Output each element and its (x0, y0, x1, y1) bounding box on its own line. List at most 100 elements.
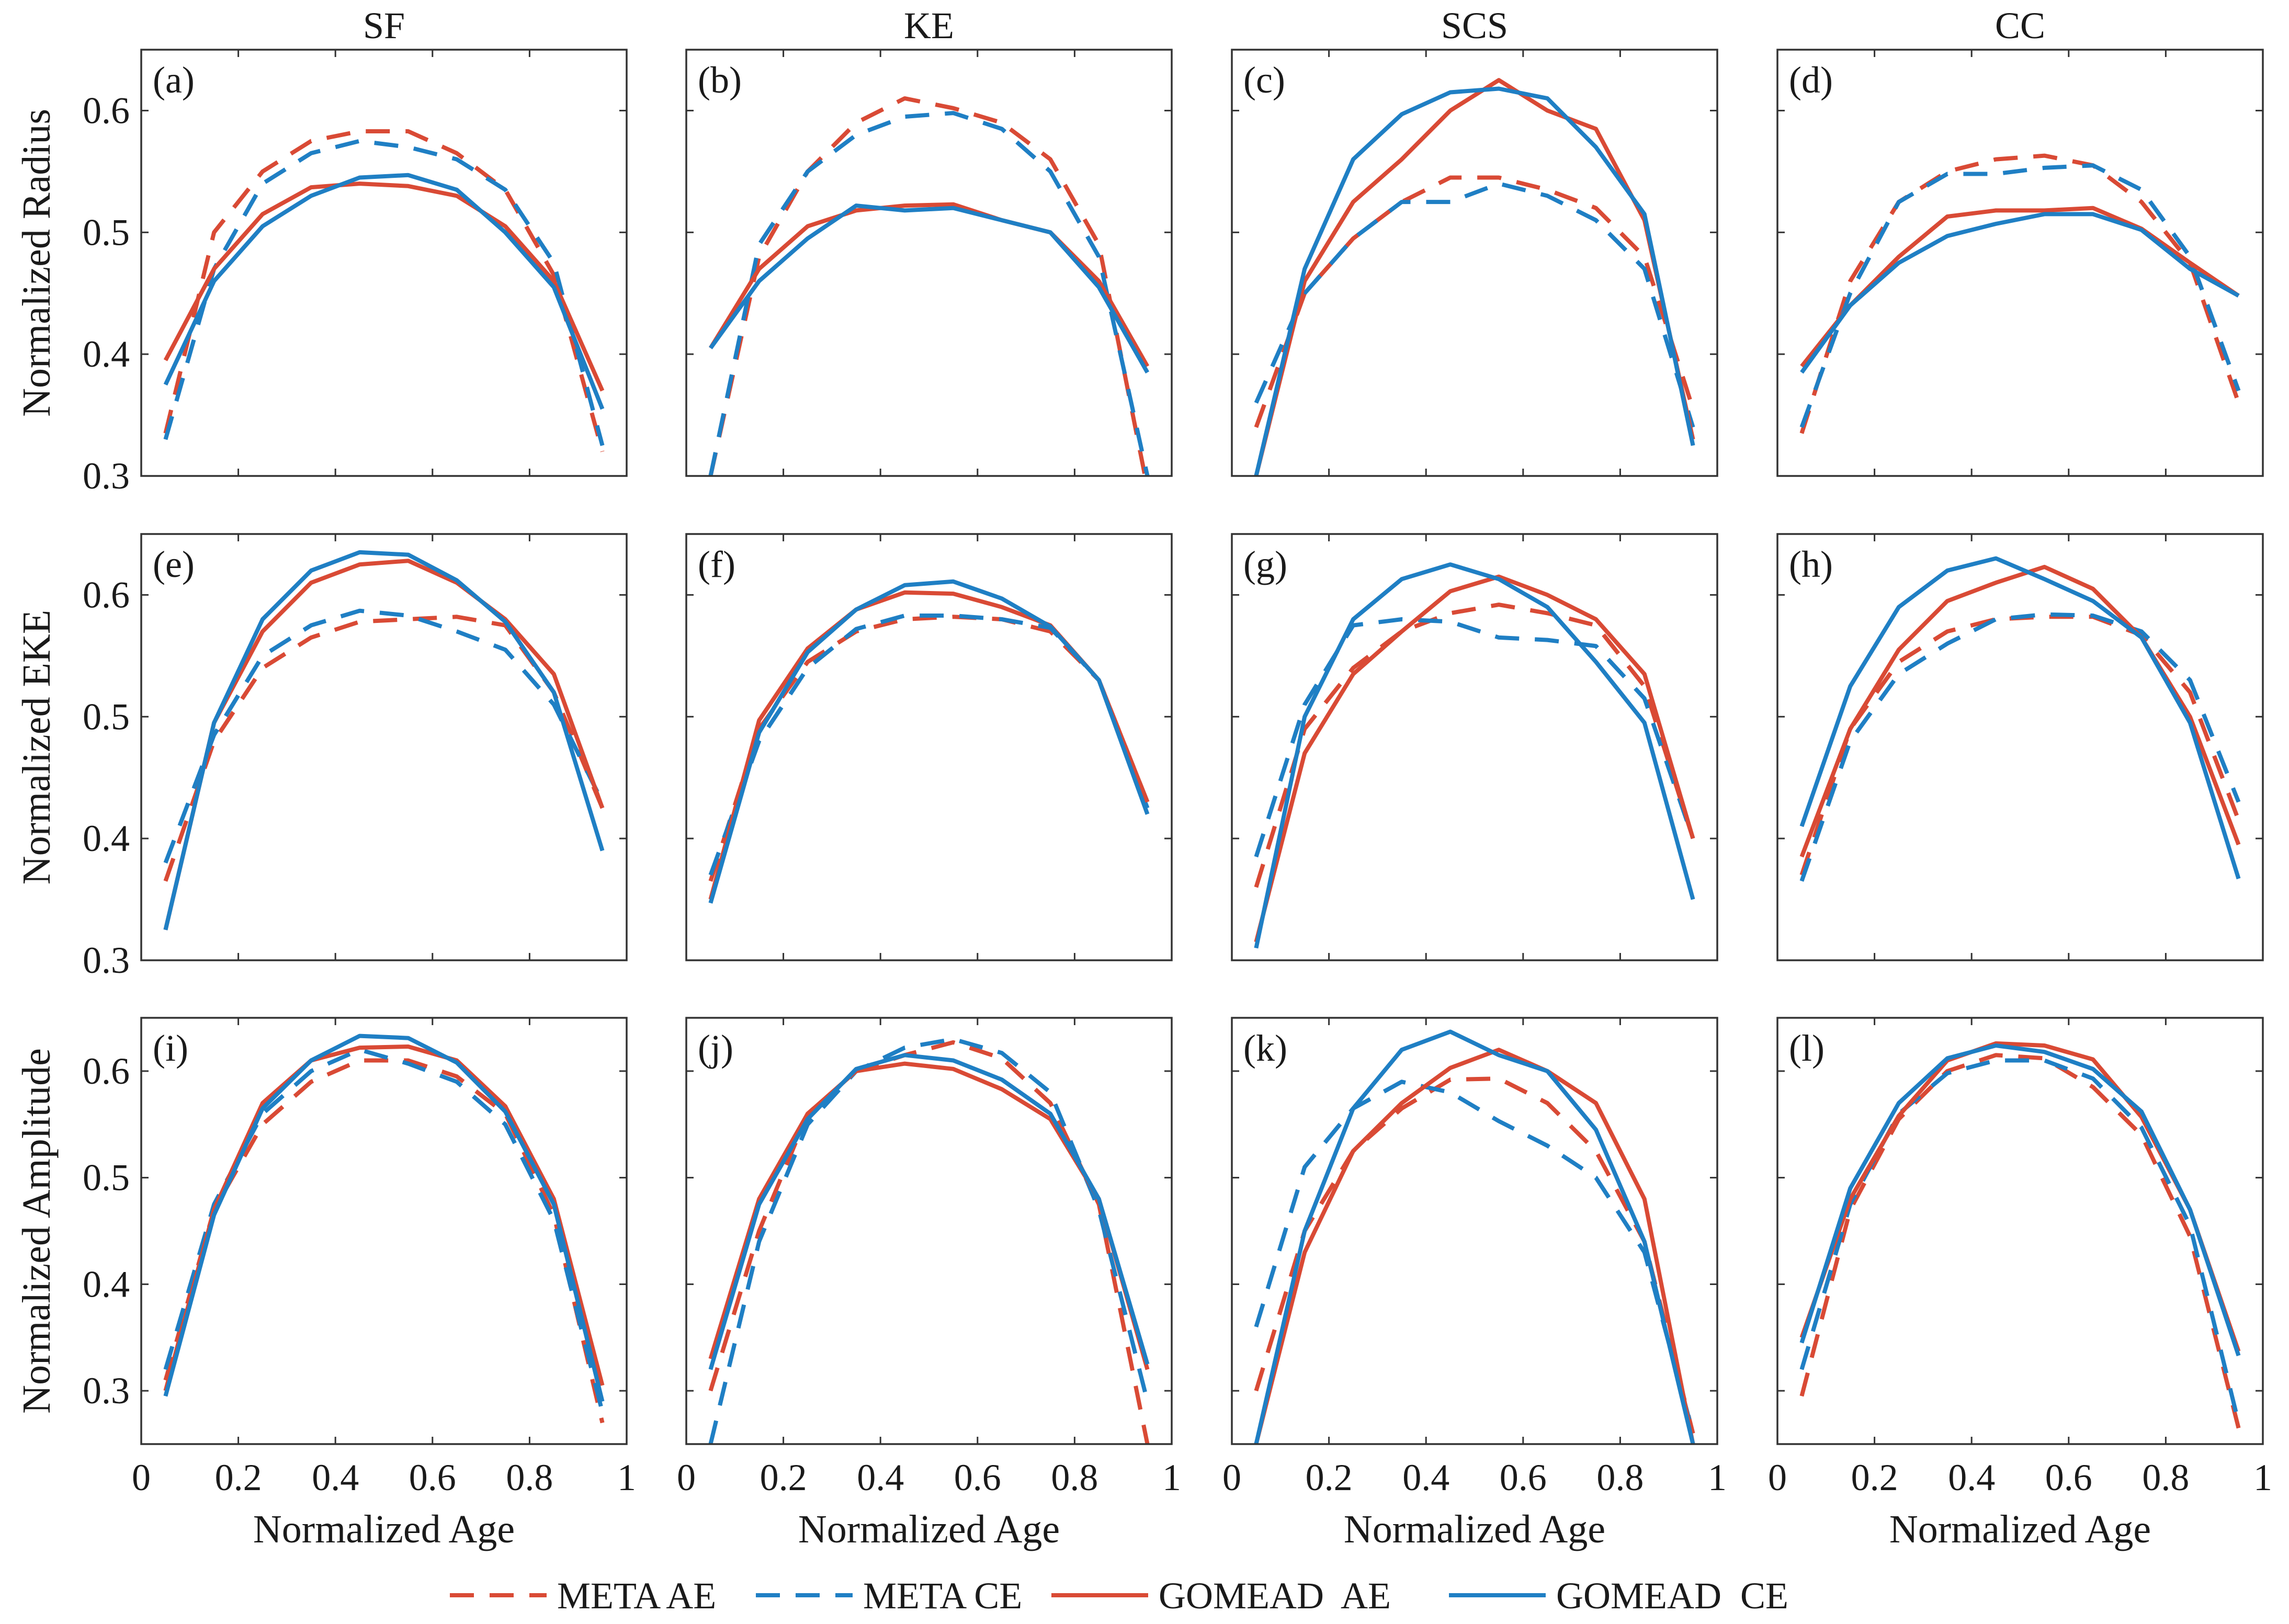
y-tick-label: 0.3 (83, 455, 130, 497)
panel-plot-area (686, 1018, 1172, 1444)
y-tick-label: 0.4 (83, 333, 130, 375)
x-tick-label: 0.2 (1851, 1457, 1898, 1498)
series-line-meta_ae (1254, 603, 1695, 888)
x-tick-label: 0.2 (760, 1457, 807, 1498)
y-tick-label: 0.5 (83, 696, 130, 737)
y-tick-label: 0.4 (83, 1263, 130, 1305)
panel-label: (l) (1789, 1027, 1825, 1069)
series-line-gomead_ce (1254, 1029, 1695, 1444)
x-axis-label: Normalized Age (1344, 1507, 1605, 1551)
y-axis-label: Normalized EKE (15, 610, 59, 884)
x-tick-label: 0.8 (1051, 1457, 1098, 1498)
x-tick-label: 0.4 (312, 1457, 359, 1498)
series-line-meta_ce (1799, 612, 2241, 882)
legend-label: GOMEAD CE (1556, 1575, 1788, 1617)
panel-label: (e) (153, 543, 195, 585)
panel-frame (1231, 533, 1718, 961)
legend-label: META AE (557, 1575, 716, 1617)
y-tick-label: 0.5 (83, 211, 130, 253)
series-line-gomead_ae (163, 559, 605, 930)
y-tick-label: 0.6 (83, 1050, 130, 1092)
series-line-meta_ae (1799, 153, 2241, 434)
series-line-meta_ae (1799, 1053, 2241, 1429)
x-tick-label: 0.2 (215, 1457, 262, 1498)
y-tick-label: 0.5 (83, 1157, 130, 1199)
series-line-gomead_ae (1800, 206, 2240, 368)
panel-frame (685, 1017, 1173, 1445)
series-line-meta_ce (163, 139, 605, 446)
series-line-meta_ae (1254, 1076, 1695, 1434)
panel-frame (1776, 1017, 2264, 1445)
panel-label: (c) (1243, 59, 1285, 101)
series-line-gomead_ae (1254, 574, 1695, 943)
y-tick-label: 0.6 (83, 89, 130, 131)
x-tick-label: 0.6 (2045, 1457, 2092, 1498)
x-tick-label: 0.8 (506, 1457, 553, 1498)
panel-plot-area (141, 50, 627, 476)
panel-label: (d) (1789, 59, 1833, 101)
panel-frame (1231, 1017, 1718, 1445)
x-axis-label: Normalized Age (1889, 1507, 2151, 1551)
x-tick-label: 0.6 (954, 1457, 1001, 1498)
panel-9: 0 0.2 0.4 0.6 0.8 1 (j) Normalized Age (677, 1017, 1181, 1551)
legend-label: META CE (863, 1575, 1022, 1617)
series-line-meta_ce (163, 608, 605, 864)
panel-frame (140, 49, 628, 477)
panel-6: (g) (1231, 533, 1718, 961)
series-line-meta_ce (708, 111, 1150, 476)
panel-label: (b) (698, 59, 742, 101)
panel-plot-area (1232, 534, 1717, 960)
x-tick-label: 0.8 (1596, 1457, 1644, 1498)
panel-10: 0 0.2 0.4 0.6 0.8 1 (k) Normalized Age (1222, 1017, 1727, 1551)
series-line-meta_ce (708, 1037, 1150, 1444)
series-group (708, 1037, 1150, 1444)
x-tick-label: 1 (1708, 1457, 1727, 1498)
series-line-gomead_ae (1254, 1048, 1695, 1444)
y-tick-label: 0.4 (83, 817, 130, 859)
panel-label: (g) (1243, 543, 1287, 585)
panel-plot-area (1777, 534, 2263, 960)
series-line-meta_ce (163, 1048, 605, 1413)
series-group (1254, 1029, 1695, 1444)
panel-frame (685, 49, 1173, 477)
panel-plot-area (1232, 50, 1717, 476)
y-tick-label: 0.3 (83, 1370, 130, 1412)
panel-frame (1776, 533, 2264, 961)
series-group (163, 1034, 605, 1424)
series-group (708, 96, 1150, 476)
panel-label: (h) (1789, 543, 1833, 585)
series-line-gomead_ce (708, 579, 1150, 904)
panel-8: 0.3 0.4 0.5 0.6 0 0.2 0.4 0.6 0.8 1 (i) Normalized … (15, 1017, 636, 1551)
series-group (1799, 1041, 2241, 1429)
series-line-meta_ce (1254, 1080, 1695, 1434)
y-axis-label: Normalized Radius (15, 109, 59, 417)
series-line-meta_ae (708, 96, 1148, 476)
series-line-meta_ae (1254, 175, 1695, 428)
series-line-meta_ae (163, 129, 605, 452)
panel-frame (685, 533, 1173, 961)
x-tick-label: 1 (2253, 1457, 2272, 1498)
panel-frame (140, 1017, 628, 1445)
series-line-gomead_ce (1799, 1043, 2241, 1357)
panel-frame (1231, 49, 1718, 477)
series-line-gomead_ce (163, 173, 605, 410)
legend-item-gomead_ce: GOMEAD CE (1449, 1575, 1788, 1617)
x-tick-label: 0.4 (1948, 1457, 1995, 1498)
panel-frame (140, 533, 628, 961)
panel-label: (a) (153, 59, 195, 101)
series-group (163, 550, 605, 930)
panel-label: (f) (698, 543, 735, 585)
y-tick-label: 0.6 (83, 574, 130, 616)
column-title: CC (1995, 5, 2045, 47)
series-group (1799, 153, 2241, 434)
y-tick-label: 0.3 (83, 939, 130, 981)
panel-1: (b) KE (685, 5, 1173, 477)
legend-item-gomead_ae: GOMEAD AE (1051, 1575, 1391, 1617)
series-line-gomead_ae (1254, 78, 1695, 476)
legend-label: GOMEAD AE (1159, 1575, 1391, 1617)
panel-label: (k) (1243, 1027, 1287, 1069)
legend: META AE META CE GOMEAD AE GOMEAD CE (450, 1575, 1788, 1617)
panel-4: 0.3 0.4 0.5 0.6 (e) Normalized EKE (15, 533, 628, 981)
